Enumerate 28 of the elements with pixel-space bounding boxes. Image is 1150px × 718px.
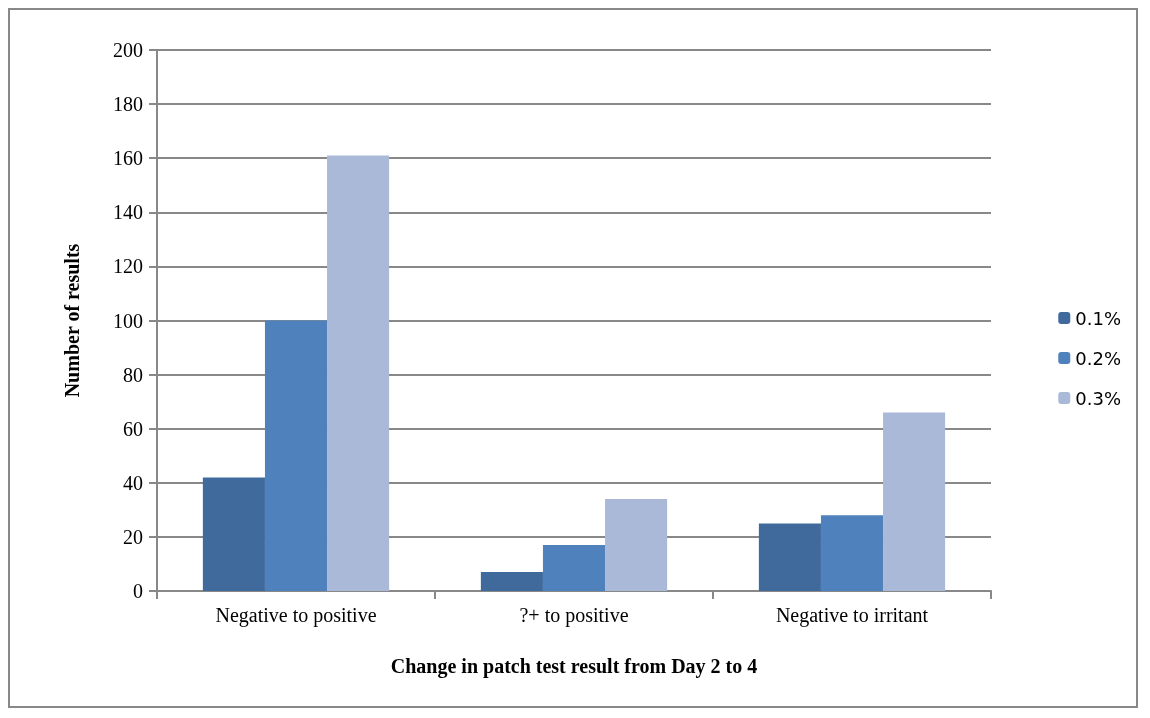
bar	[202, 477, 265, 591]
y-tick-label: 20	[123, 525, 143, 548]
y-tick-label: 180	[113, 93, 143, 116]
bar	[264, 320, 328, 591]
y-tick-label: 160	[113, 147, 143, 170]
x-tick-label: ?+ to positive	[519, 604, 629, 627]
legend-label: 0.3%	[1075, 387, 1121, 409]
x-tick-label: Negative to positive	[215, 604, 377, 627]
y-axis-title: Number of results	[61, 243, 83, 398]
bar	[605, 499, 668, 591]
y-tick-label: 120	[113, 255, 143, 278]
y-tick-label: 140	[113, 201, 143, 224]
bar	[327, 155, 390, 591]
bar	[758, 523, 821, 591]
y-tick-label: 100	[113, 309, 143, 332]
legend-label: 0.2%	[1075, 347, 1121, 369]
y-tick-label: 200	[113, 39, 143, 61]
x-axis-title: Change in patch test result from Day 2 to 4	[390, 655, 758, 678]
y-tick-label: 0	[133, 580, 143, 602]
bar	[820, 515, 884, 591]
legend-label: 0.1%	[1075, 307, 1121, 329]
bar	[542, 545, 606, 591]
bar	[883, 412, 946, 591]
bar	[480, 572, 543, 591]
y-tick-label: 80	[123, 363, 143, 386]
y-tick-label: 60	[123, 417, 143, 440]
x-tick-label: Negative to irritant	[775, 604, 929, 627]
y-tick-label: 40	[123, 471, 143, 494]
